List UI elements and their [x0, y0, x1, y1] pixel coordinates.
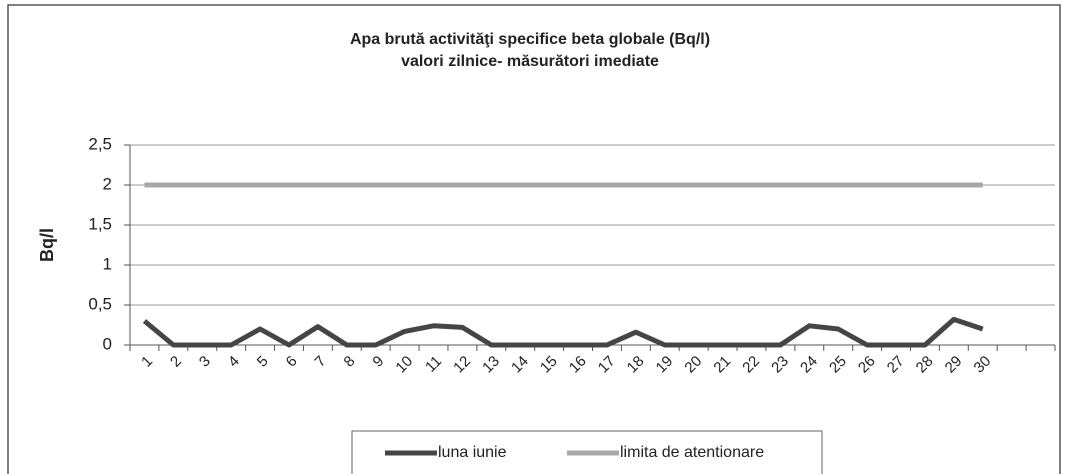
x-tick-label: 8: [341, 353, 359, 371]
x-tick-label: 27: [884, 353, 908, 377]
x-tick-label: 12: [450, 353, 474, 377]
x-tick-label: 20: [681, 353, 705, 377]
x-tick-label: 25: [826, 353, 850, 377]
y-tick-label: 2: [103, 174, 112, 193]
chart-subtitle: valori zilnice- măsurători imediate: [401, 53, 659, 70]
x-tick-label: 5: [254, 353, 272, 371]
x-tick-label: 16: [566, 353, 590, 377]
x-tick-label: 15: [537, 353, 561, 377]
x-tick-label: 29: [942, 353, 966, 377]
y-axis-label: Bq/l: [37, 228, 57, 262]
x-tick-label: 22: [739, 353, 763, 377]
x-tick-label: 21: [710, 353, 734, 377]
series-line: [142, 316, 984, 348]
x-tick-label: 11: [422, 353, 445, 376]
legend-label: luna iunie: [438, 444, 507, 461]
chart-title: Apa brută activităţi specifice beta glob…: [350, 31, 710, 48]
x-tick-label: 26: [855, 353, 879, 377]
x-tick-label: 14: [508, 353, 532, 377]
x-tick-label: 6: [283, 353, 301, 371]
x-tick-label: 9: [369, 353, 387, 371]
x-tick-label: 23: [768, 353, 792, 377]
chart-border: [7, 4, 1061, 474]
y-tick-label: 1: [103, 254, 112, 273]
x-tick-label: 1: [138, 353, 156, 371]
legend-label: limita de atentionare: [620, 444, 764, 461]
y-tick-label: 1,5: [88, 214, 112, 233]
x-tick-label: 28: [913, 353, 937, 377]
x-tick-label: 7: [312, 353, 330, 371]
x-tick-label: 19: [653, 353, 677, 377]
y-tick-label: 2,5: [88, 134, 112, 153]
x-tick-label: 10: [392, 353, 416, 377]
y-tick-label: 0: [103, 334, 112, 353]
x-tick-label: 30: [971, 353, 995, 377]
x-tick-label: 24: [797, 353, 821, 377]
x-tick-label: 3: [196, 353, 214, 371]
x-tick-label: 18: [624, 353, 648, 377]
x-tick-label: 13: [479, 353, 503, 377]
y-tick-label: 0,5: [88, 294, 112, 313]
x-tick-label: 2: [167, 353, 185, 371]
x-tick-label: 17: [595, 353, 619, 377]
x-tick-label: 4: [225, 353, 243, 371]
